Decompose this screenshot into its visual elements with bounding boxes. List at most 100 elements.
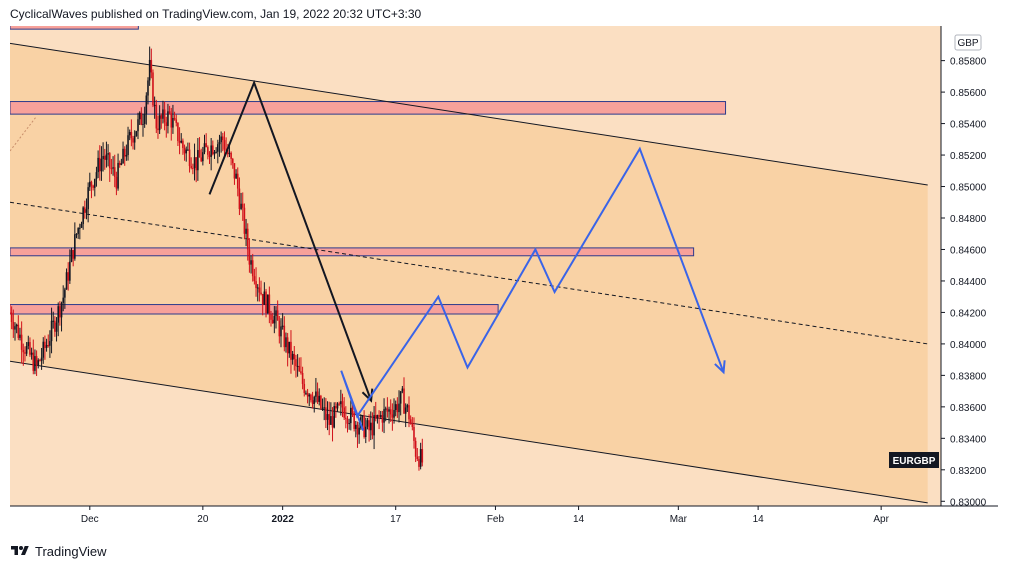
candle-body	[328, 414, 330, 425]
price-tick-label: 0.83800	[950, 371, 987, 382]
time-axis[interactable]: Dec 20 2022 17 Feb 14 Mar 14 Apr	[81, 506, 890, 525]
candle-body	[177, 122, 179, 142]
candle-body	[293, 353, 296, 360]
price-tick-label: 0.84200	[950, 308, 987, 319]
candle-body	[160, 115, 163, 119]
candle-body	[271, 319, 274, 324]
candle-body	[303, 383, 306, 393]
footer: TradingView	[10, 541, 107, 561]
candle-body	[178, 141, 181, 143]
candle-body	[250, 260, 252, 265]
candle-body	[87, 187, 89, 210]
price-axis[interactable]: 0.83000 0.83200 0.83400 0.83600 0.83800 0.840…	[941, 57, 987, 509]
candle-body	[419, 449, 422, 467]
candle-body	[107, 153, 109, 155]
time-tick-label: Mar	[670, 514, 688, 525]
candle-body	[371, 422, 374, 436]
candle-body	[350, 407, 352, 424]
candle-body	[403, 388, 405, 414]
candle-body	[145, 95, 148, 115]
candle-body	[208, 154, 211, 157]
candle-body	[195, 157, 197, 171]
candle-body	[331, 416, 334, 428]
candle-body	[296, 365, 299, 367]
candle-body	[40, 357, 43, 361]
candle-body	[167, 111, 169, 126]
candle-body	[351, 407, 354, 413]
black-projection-line[interactable]	[208, 79, 373, 401]
candle-body	[333, 406, 335, 428]
candle-body	[253, 276, 256, 282]
time-tick-label: Feb	[487, 514, 505, 525]
price-tick-label: 0.83200	[950, 466, 987, 477]
channel-lower-line	[10, 360, 928, 504]
price-tick-label: 0.85200	[950, 151, 987, 162]
zone-dotted-connector	[10, 116, 37, 152]
candle-body	[393, 409, 395, 418]
candle-body	[64, 289, 66, 298]
candle-body	[147, 80, 149, 96]
candle-body	[220, 136, 222, 143]
candle-body	[207, 147, 209, 155]
price-tick-label: 0.85600	[950, 88, 987, 99]
resistance-zone[interactable]	[10, 26, 139, 30]
candle-body	[346, 418, 349, 424]
candle-body	[323, 407, 326, 409]
blue-projection-path[interactable]	[340, 146, 725, 431]
candle-body	[20, 334, 23, 350]
candle-body	[240, 203, 242, 209]
candle-body	[330, 416, 332, 425]
candle-body	[84, 207, 86, 213]
candle-body	[95, 172, 98, 180]
candle-body	[213, 152, 216, 155]
candle-body	[386, 408, 389, 412]
candle-body	[369, 422, 372, 431]
candle-body	[414, 440, 417, 457]
candle-body	[383, 409, 385, 423]
candle-body	[381, 415, 384, 423]
price-chart[interactable]: 0.83000 0.83200 0.83400 0.83600 0.83800 0.840…	[10, 26, 998, 535]
candle-body	[45, 344, 48, 348]
candle-body	[128, 132, 131, 136]
resistance-zone[interactable]	[10, 304, 499, 315]
candle-body	[310, 394, 312, 401]
candle-body	[416, 456, 419, 460]
price-tick-label: 0.84400	[950, 277, 987, 288]
candle-body	[10, 312, 11, 314]
candle-body	[215, 151, 217, 153]
candle-body	[100, 159, 103, 172]
candle-body	[30, 352, 33, 355]
candle-body	[54, 320, 56, 332]
candle-body	[409, 419, 412, 425]
candle-body	[266, 294, 269, 314]
candles-layer	[10, 46, 424, 471]
candle-body	[59, 306, 61, 318]
candle-body	[361, 416, 364, 418]
candle-body	[69, 261, 71, 281]
candle-body	[35, 356, 38, 366]
candle-body	[80, 224, 83, 228]
chart-svg[interactable]: 0.83000 0.83200 0.83400 0.83600 0.83800 0.840…	[10, 26, 998, 535]
candle-body	[298, 365, 301, 372]
candle-body	[75, 233, 78, 235]
black-arrow-head	[361, 388, 374, 403]
symbol-tag: EURGBP	[889, 452, 939, 468]
candle-body	[301, 372, 304, 384]
candle-body	[157, 128, 159, 131]
price-tick-label: 0.83600	[950, 403, 987, 414]
candle-body	[122, 148, 124, 164]
candle-body	[130, 132, 133, 139]
candle-body	[140, 112, 143, 125]
footer-brand: TradingView	[35, 543, 107, 559]
resistance-zone[interactable]	[10, 101, 727, 115]
candle-body	[286, 337, 289, 354]
candle-body	[421, 449, 424, 463]
drawings-layer	[208, 79, 726, 431]
candle-body	[394, 404, 397, 410]
candle-body	[276, 310, 279, 321]
resistance-zone[interactable]	[10, 247, 695, 257]
candle-body	[404, 407, 407, 414]
candle-body	[55, 322, 58, 332]
candle-body	[273, 315, 276, 324]
candle-body	[222, 136, 224, 141]
